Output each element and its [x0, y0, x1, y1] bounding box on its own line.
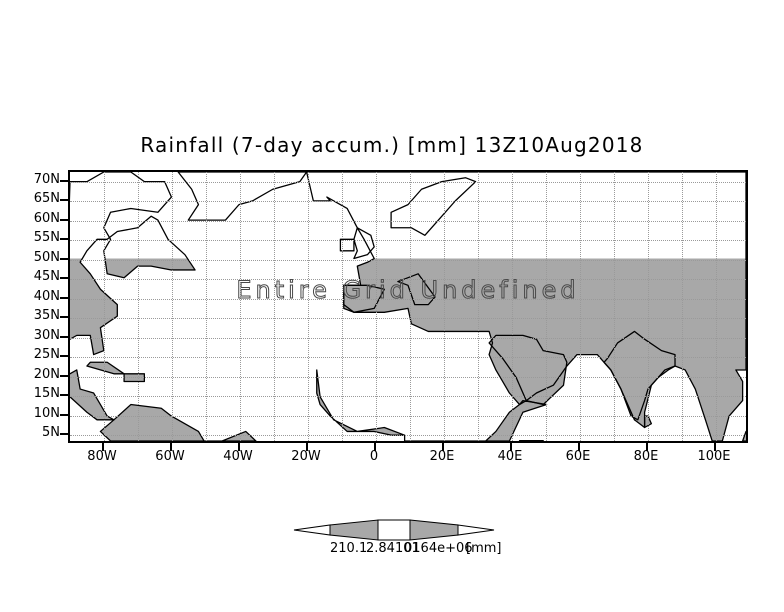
y-tick-label: 40N	[33, 288, 60, 304]
y-tick-label: 45N	[33, 269, 60, 285]
y-tick	[60, 257, 68, 260]
y-tick	[60, 374, 68, 377]
colorbar-cap-right-outer	[457, 524, 495, 536]
coastline-scandinavia	[390, 177, 477, 236]
x-tick	[646, 443, 648, 451]
coastline-africa-europe-asia	[305, 172, 746, 441]
map-canvas	[70, 172, 746, 441]
land-cuba	[86, 362, 125, 374]
y-tick-label: 60N	[33, 210, 60, 226]
y-tick-label: 65N	[33, 191, 60, 207]
x-tick-label: 0	[369, 449, 379, 464]
colorbar-tick-label: 210.1	[330, 541, 368, 556]
world-map-svg	[70, 172, 746, 441]
x-tick	[510, 443, 512, 451]
coastline-cuba	[86, 361, 125, 375]
colorbar-segment-right	[409, 519, 459, 541]
coastline-iberia	[343, 284, 385, 313]
coastline-borneo	[741, 430, 746, 441]
y-tick-label: 25N	[33, 347, 60, 363]
coastline-south-america	[99, 403, 257, 441]
coastline-hispaniola	[123, 373, 146, 383]
colorbar-tick-label: 2.84101	[366, 541, 420, 556]
y-tick	[60, 394, 68, 397]
coastline-ireland	[339, 238, 355, 252]
y-tick-label: 15N	[33, 386, 60, 402]
y-tick	[60, 179, 68, 182]
y-tick	[60, 433, 68, 436]
x-tick-label: 80E	[633, 449, 659, 464]
y-tick	[60, 355, 68, 358]
land-hispaniola	[124, 373, 145, 382]
y-tick-label: 5N	[42, 425, 60, 441]
y-tick	[60, 199, 68, 202]
coastline-greenland	[177, 172, 308, 221]
y-tick	[60, 277, 68, 280]
y-tick-label: 35N	[33, 308, 60, 324]
x-tick-label: 40W	[223, 449, 253, 464]
coastline-north-america	[70, 172, 196, 421]
y-tick-label: 55N	[33, 230, 60, 246]
y-tick-label: 50N	[33, 249, 60, 265]
colorbar-swatch	[293, 519, 495, 541]
page-title: Rainfall (7-day accum.) [mm] 13Z10Aug201…	[140, 133, 644, 157]
x-tick	[102, 443, 104, 451]
x-tick	[578, 443, 580, 451]
y-tick	[60, 335, 68, 338]
coastline-uk	[353, 227, 375, 260]
map-plot-area[interactable]: Entire Grid Undefined	[68, 170, 748, 443]
y-tick	[60, 238, 68, 241]
x-tick	[170, 443, 172, 451]
y-tick	[60, 413, 68, 416]
y-tick-label: 10N	[33, 405, 60, 421]
coastline-arabia	[488, 334, 568, 406]
coastlines	[70, 172, 746, 441]
x-tick	[442, 443, 444, 451]
x-tick-label: 20W	[291, 449, 321, 464]
colorbar[interactable]	[292, 518, 496, 562]
land-italy	[397, 273, 436, 305]
land-india	[604, 331, 676, 420]
x-tick	[238, 443, 240, 451]
x-tick-label: 60W	[155, 449, 185, 464]
x-tick-label: 100E	[697, 449, 731, 464]
colorbar-units-label: [mm]	[466, 541, 502, 556]
x-tick	[714, 443, 716, 451]
x-tick-label: 60E	[565, 449, 591, 464]
x-tick	[306, 443, 308, 451]
colorbar-tick-label: 0164e+06	[404, 541, 473, 556]
colorbar-segment-center	[377, 519, 411, 541]
land-sri-lanka	[644, 416, 652, 428]
coastline-india	[603, 330, 676, 421]
y-tick-label: 30N	[33, 327, 60, 343]
colorbar-segment-left	[329, 519, 379, 541]
y-tick	[60, 316, 68, 319]
x-tick-label: 80W	[87, 449, 117, 464]
y-tick-label: 70N	[33, 171, 60, 187]
x-tick-label: 20E	[429, 449, 455, 464]
x-tick-label: 40E	[497, 449, 523, 464]
land-south-america	[100, 404, 256, 441]
x-tick	[374, 443, 376, 451]
colorbar-cap-left-outer	[293, 524, 331, 536]
y-tick	[60, 296, 68, 299]
y-tick-label: 20N	[33, 366, 60, 382]
y-tick	[60, 218, 68, 221]
coastline-italy	[397, 273, 436, 306]
